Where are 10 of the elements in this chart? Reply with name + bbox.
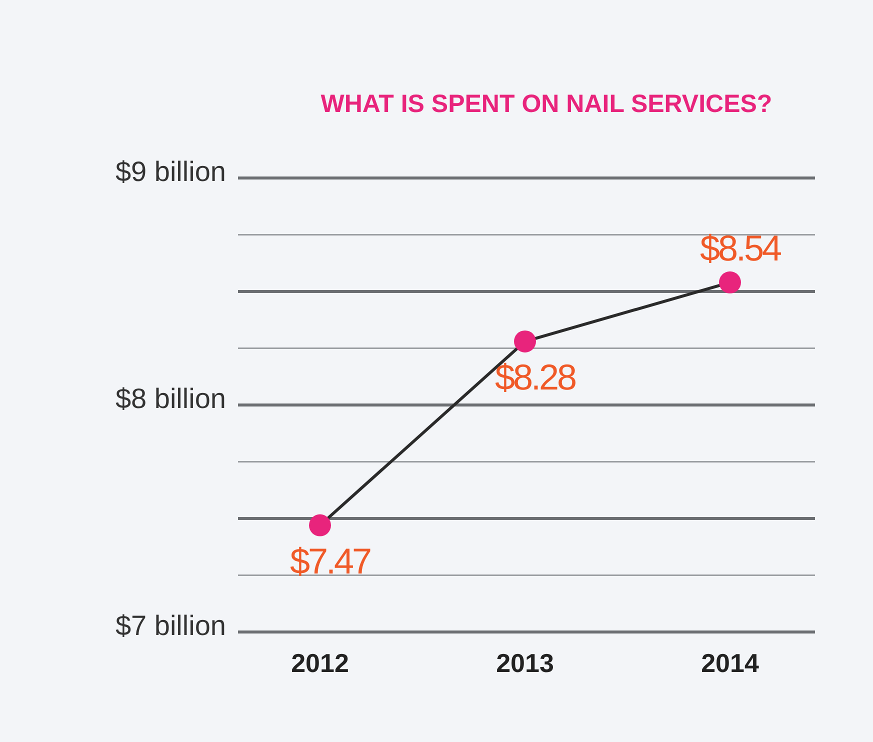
y-tick-label: $8 billion [115, 382, 226, 414]
x-tick-label: 2013 [496, 648, 554, 678]
data-label: $8.54 [700, 227, 782, 268]
x-tick-label: 2012 [291, 648, 349, 678]
y-tick-label: $7 billion [115, 610, 226, 641]
chart-title: WHAT IS SPENT ON NAIL SERVICES? [320, 90, 772, 118]
x-tick-label: 2014 [701, 648, 760, 678]
data-label: $7.47 [290, 540, 372, 582]
y-tick-label: $9 billion [115, 156, 226, 187]
data-label: $8.28 [494, 356, 576, 398]
